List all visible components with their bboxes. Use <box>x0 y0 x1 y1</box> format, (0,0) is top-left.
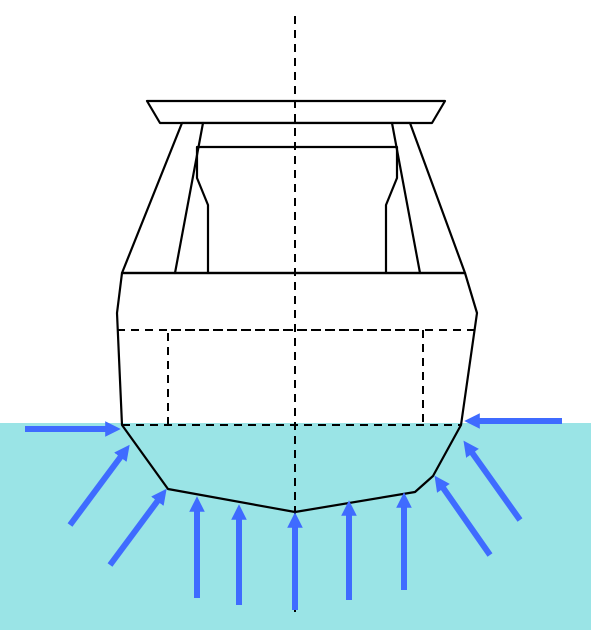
pressure-arrow <box>107 488 167 567</box>
cabin-outer <box>120 121 467 275</box>
pressure-arrow <box>463 440 523 522</box>
roof-cap <box>145 99 447 125</box>
window-frame <box>195 145 399 275</box>
compartment-box <box>167 329 424 425</box>
pressure-arrow <box>434 475 493 557</box>
pressure-arrows <box>25 413 562 610</box>
pressure-arrow <box>67 444 130 527</box>
boat-outline <box>115 99 479 514</box>
hull-body <box>115 271 479 514</box>
